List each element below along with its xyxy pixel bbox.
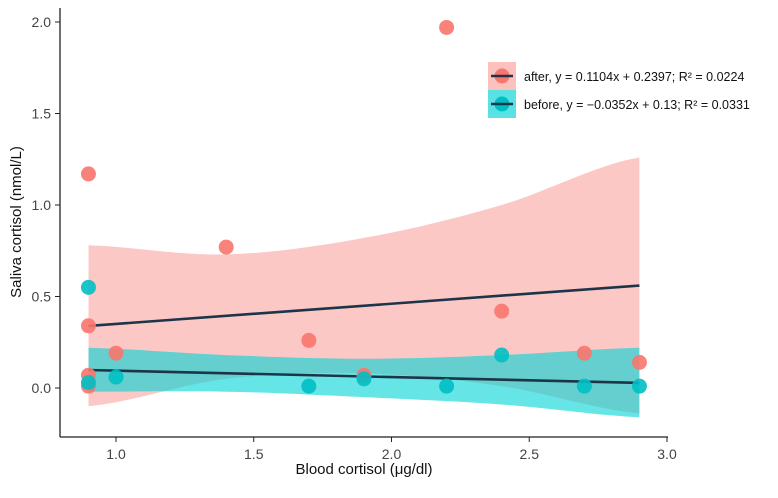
data-points xyxy=(80,19,647,394)
before-data-point xyxy=(108,369,124,385)
before-data-point xyxy=(80,375,96,391)
x-axis-label: Blood cortisol (μg/dl) xyxy=(295,461,432,478)
x-tick-label: 1.5 xyxy=(244,446,264,462)
before-data-point xyxy=(631,378,647,394)
y-tick-label: 2.0 xyxy=(32,14,52,30)
y-tick-label: 0.5 xyxy=(32,289,52,305)
y-tick-label: 0.0 xyxy=(32,380,52,396)
x-tick-label: 1.0 xyxy=(106,446,126,462)
x-tick-label: 3.0 xyxy=(657,446,677,462)
before-data-point xyxy=(439,378,455,394)
before-data-point xyxy=(356,371,372,387)
x-tick-label: 2.0 xyxy=(382,446,402,462)
x-tick-label: 2.5 xyxy=(520,446,540,462)
before-data-point xyxy=(576,378,592,394)
before-data-point xyxy=(80,279,96,295)
after-data-point xyxy=(218,239,234,255)
before-data-point xyxy=(494,347,510,363)
after-legend-label: after, y = 0.1104x + 0.2397; R² = 0.0224 xyxy=(524,70,744,84)
after-data-point xyxy=(108,345,124,361)
y-axis-label: Saliva cortisol (nmol/L) xyxy=(8,146,25,298)
after-data-point xyxy=(439,19,455,35)
after-data-point xyxy=(80,318,96,334)
after-regression-line xyxy=(88,284,640,328)
after-data-point xyxy=(80,166,96,182)
after-data-point xyxy=(494,303,510,319)
axes xyxy=(59,8,668,438)
y-tick-label: 1.0 xyxy=(32,197,52,213)
y-tick-label: 1.5 xyxy=(32,106,52,122)
after-data-point xyxy=(301,332,317,348)
before-data-point xyxy=(301,378,317,394)
after-data-point xyxy=(631,354,647,370)
after-data-point xyxy=(576,345,592,361)
legend: after, y = 0.1104x + 0.2397; R² = 0.0224… xyxy=(488,62,750,118)
tick-marks: 1.0 1.5 2.0 2.5 3.0 0.0 0.5 1.0 1.5 2.0 xyxy=(32,14,677,462)
before-legend-label: before, y = −0.0352x + 0.13; R² = 0.0331 xyxy=(524,98,750,112)
